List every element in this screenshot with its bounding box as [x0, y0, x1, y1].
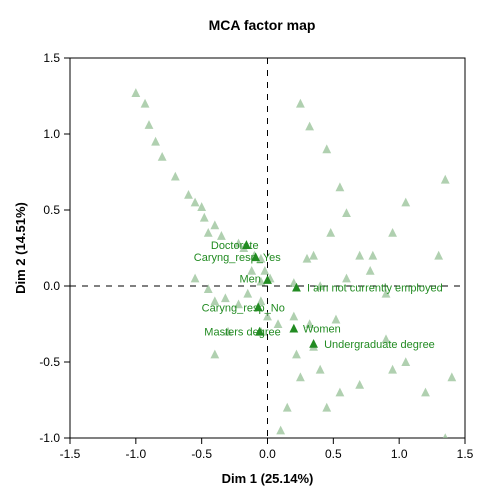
- xtick-label: 0.5: [325, 447, 342, 461]
- category-label: Undergraduate degree: [324, 339, 435, 351]
- mca-scatter-plot: MCA factor map-1.5-1.0-0.50.00.51.01.5-1…: [0, 0, 504, 504]
- xtick-label: -1.0: [125, 447, 146, 461]
- ytick-label: 0.5: [43, 203, 60, 217]
- xtick-label: 0.0: [259, 447, 276, 461]
- category-label: Caryng_resp_Yes: [194, 252, 282, 264]
- x-axis-label: Dim 1 (25.14%): [222, 471, 314, 486]
- y-axis-label: Dim 2 (14.51%): [13, 202, 28, 294]
- ytick-label: -1.0: [39, 431, 60, 445]
- xtick-label: 1.0: [391, 447, 408, 461]
- category-label: Women: [303, 324, 341, 336]
- category-label: Caryng_resp_No: [202, 302, 285, 314]
- category-label: Men: [240, 273, 261, 285]
- ytick-label: 1.5: [43, 51, 60, 65]
- ytick-label: -0.5: [39, 355, 60, 369]
- category-label: I am not currently employed: [307, 283, 443, 295]
- ytick-label: 1.0: [43, 127, 60, 141]
- xtick-label: -1.5: [60, 447, 81, 461]
- chart-container: MCA factor map-1.5-1.0-0.50.00.51.01.5-1…: [0, 0, 504, 504]
- chart-title: MCA factor map: [209, 17, 316, 33]
- xtick-label: 1.5: [457, 447, 474, 461]
- ytick-label: 0.0: [43, 279, 60, 293]
- category-label: Masters degree: [204, 327, 280, 339]
- category-label: Doctorate: [211, 240, 259, 252]
- xtick-label: -0.5: [191, 447, 212, 461]
